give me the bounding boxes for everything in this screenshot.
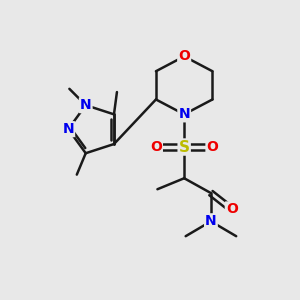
Text: O: O xyxy=(226,202,238,216)
Text: O: O xyxy=(178,50,190,63)
Text: S: S xyxy=(179,140,190,154)
Text: O: O xyxy=(206,140,218,154)
Text: N: N xyxy=(205,214,217,228)
Text: N: N xyxy=(178,107,190,121)
Text: O: O xyxy=(150,140,162,154)
Text: N: N xyxy=(80,98,92,112)
Text: N: N xyxy=(62,122,74,136)
